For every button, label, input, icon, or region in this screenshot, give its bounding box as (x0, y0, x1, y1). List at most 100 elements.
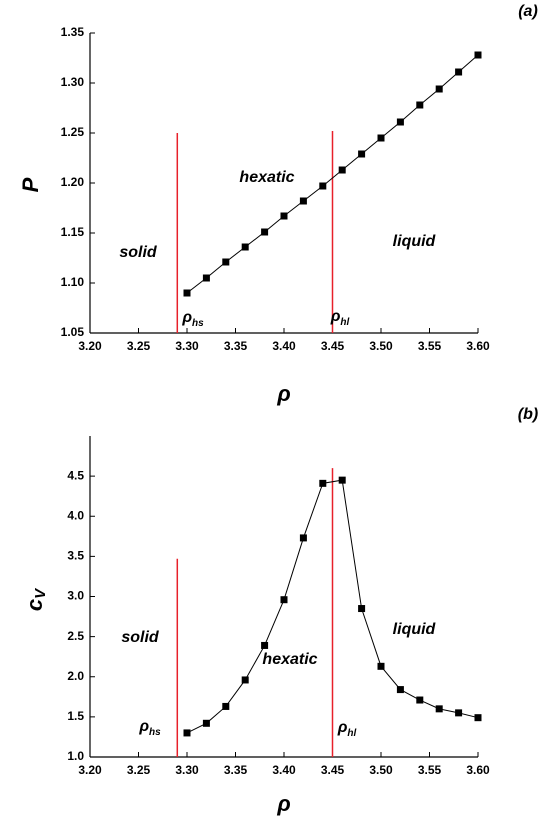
marker (261, 228, 269, 236)
marker (435, 85, 443, 93)
x-tick-label: 3.60 (466, 339, 490, 353)
x-axis-label: ρ (276, 381, 290, 406)
marker (222, 702, 230, 710)
annotation: liquid (393, 233, 437, 250)
annotation: ρhl (337, 719, 357, 738)
y-tick-label: 1.30 (61, 75, 85, 89)
x-axis-label: ρ (276, 791, 290, 816)
annotation: solid (119, 244, 158, 261)
x-tick-label: 3.35 (224, 339, 248, 353)
x-tick-label: 3.20 (78, 339, 102, 353)
y-tick-label: 1.0 (67, 749, 84, 763)
marker (377, 662, 385, 670)
marker (319, 479, 327, 487)
x-axis-label-main: ρ (276, 791, 290, 816)
y-tick-label: 1.10 (61, 275, 85, 289)
panel-label: (a) (518, 3, 538, 20)
y-tick-label: 4.0 (67, 508, 84, 522)
marker (241, 243, 249, 251)
marker (358, 150, 366, 158)
x-tick-label: 3.25 (127, 763, 151, 777)
x-tick-label: 3.50 (369, 339, 393, 353)
marker (183, 729, 191, 737)
annotation-main: liquid (393, 621, 437, 638)
series-line (186, 479, 479, 734)
x-tick-label: 3.55 (418, 763, 442, 777)
marker (299, 197, 307, 205)
x-tick-label: 3.30 (175, 763, 199, 777)
marker (435, 705, 443, 713)
annotation: ρhs (138, 718, 161, 737)
marker (202, 274, 210, 282)
y-axis-label-main: c (22, 599, 47, 611)
y-tick-label: 1.5 (67, 709, 84, 723)
annotation-main: ρ (138, 718, 149, 735)
y-tick-label: 3.0 (67, 589, 84, 603)
x-tick-label: 3.25 (127, 339, 151, 353)
y-tick-label: 4.5 (67, 468, 84, 482)
marker (474, 51, 482, 59)
marker (416, 696, 424, 704)
y-tick-label: 2.5 (67, 629, 84, 643)
marker (474, 714, 482, 722)
y-tick-label: 1.20 (61, 175, 85, 189)
x-tick-label: 3.30 (175, 339, 199, 353)
marker (202, 719, 210, 727)
marker (396, 118, 404, 126)
marker (358, 605, 366, 613)
marker (455, 709, 463, 717)
marker (183, 289, 191, 297)
marker (261, 641, 269, 649)
y-tick-label: 1.05 (61, 325, 85, 339)
x-tick-label: 3.40 (272, 763, 296, 777)
x-tick-label: 3.55 (418, 339, 442, 353)
y-tick-label: 1.35 (61, 25, 85, 39)
y-axis-label: cV (22, 587, 49, 611)
marker (338, 476, 346, 484)
annotation-main: solid (121, 629, 160, 646)
y-tick-label: 1.25 (61, 125, 85, 139)
y-tick-label: 3.5 (67, 549, 84, 563)
marker (455, 68, 463, 76)
x-axis-label-main: ρ (276, 381, 290, 406)
marker (280, 596, 288, 604)
annotation-main: ρ (330, 308, 341, 325)
annotation-main: ρ (337, 719, 348, 736)
marker (319, 182, 327, 190)
x-tick-label: 3.40 (272, 339, 296, 353)
series-line (186, 54, 479, 294)
annotation-sub: hs (149, 727, 161, 738)
annotation-sub: hl (340, 317, 349, 328)
y-axis-label-sub: V (32, 587, 49, 599)
annotation-main: hexatic (239, 169, 294, 186)
x-tick-label: 3.20 (78, 763, 102, 777)
panel-label: (b) (518, 406, 538, 423)
y-axis-label: P (18, 177, 43, 192)
x-tick-label: 3.60 (466, 763, 490, 777)
marker (338, 166, 346, 174)
annotation: hexatic (262, 651, 317, 668)
annotation: hexatic (239, 169, 294, 186)
x-tick-label: 3.50 (369, 763, 393, 777)
marker (222, 258, 230, 266)
marker (299, 534, 307, 542)
annotation-sub: hs (192, 318, 204, 329)
annotation-main: liquid (393, 233, 437, 250)
annotation-main: solid (119, 244, 158, 261)
marker (241, 676, 249, 684)
y-tick-label: 1.15 (61, 225, 85, 239)
x-tick-label: 3.45 (321, 339, 345, 353)
x-tick-label: 3.45 (321, 763, 345, 777)
marker (280, 212, 288, 220)
marker (396, 686, 404, 694)
y-axis-label-main: P (18, 177, 43, 192)
x-tick-label: 3.35 (224, 763, 248, 777)
annotation: ρhs (181, 309, 204, 328)
annotation: liquid (393, 621, 437, 638)
annotation: solid (121, 629, 160, 646)
annotation-main: ρ (181, 309, 192, 326)
annotation-sub: hl (347, 728, 356, 739)
marker (416, 101, 424, 109)
marker (377, 134, 385, 142)
